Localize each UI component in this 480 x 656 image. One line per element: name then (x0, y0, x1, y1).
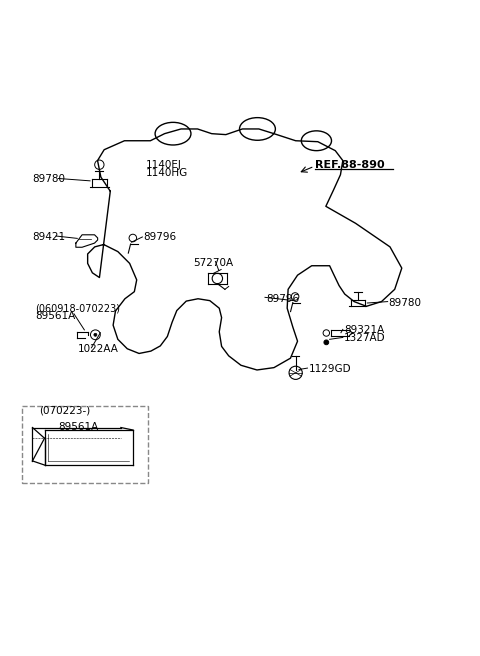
Text: 1129GD: 1129GD (308, 364, 351, 374)
Text: 57270A: 57270A (193, 258, 233, 268)
Text: 89561A: 89561A (59, 422, 99, 432)
Text: REF.88-890: REF.88-890 (315, 160, 385, 171)
Text: 89561A: 89561A (35, 311, 75, 321)
Text: (060918-070223): (060918-070223) (35, 303, 120, 313)
Text: 89796: 89796 (266, 294, 299, 304)
Text: (070223-): (070223-) (39, 405, 91, 415)
Circle shape (324, 340, 329, 344)
Text: 89780: 89780 (389, 298, 421, 308)
Text: 89421: 89421 (33, 232, 66, 242)
Text: 89780: 89780 (33, 174, 65, 184)
Text: 89321A: 89321A (344, 325, 384, 335)
Circle shape (94, 333, 97, 337)
Text: 1140EJ: 1140EJ (145, 160, 181, 171)
Text: 89796: 89796 (144, 232, 177, 242)
Text: 1327AD: 1327AD (344, 333, 385, 343)
Bar (22, 406, 148, 483)
Text: 1140HG: 1140HG (145, 169, 188, 178)
Text: 1022AA: 1022AA (78, 344, 119, 354)
